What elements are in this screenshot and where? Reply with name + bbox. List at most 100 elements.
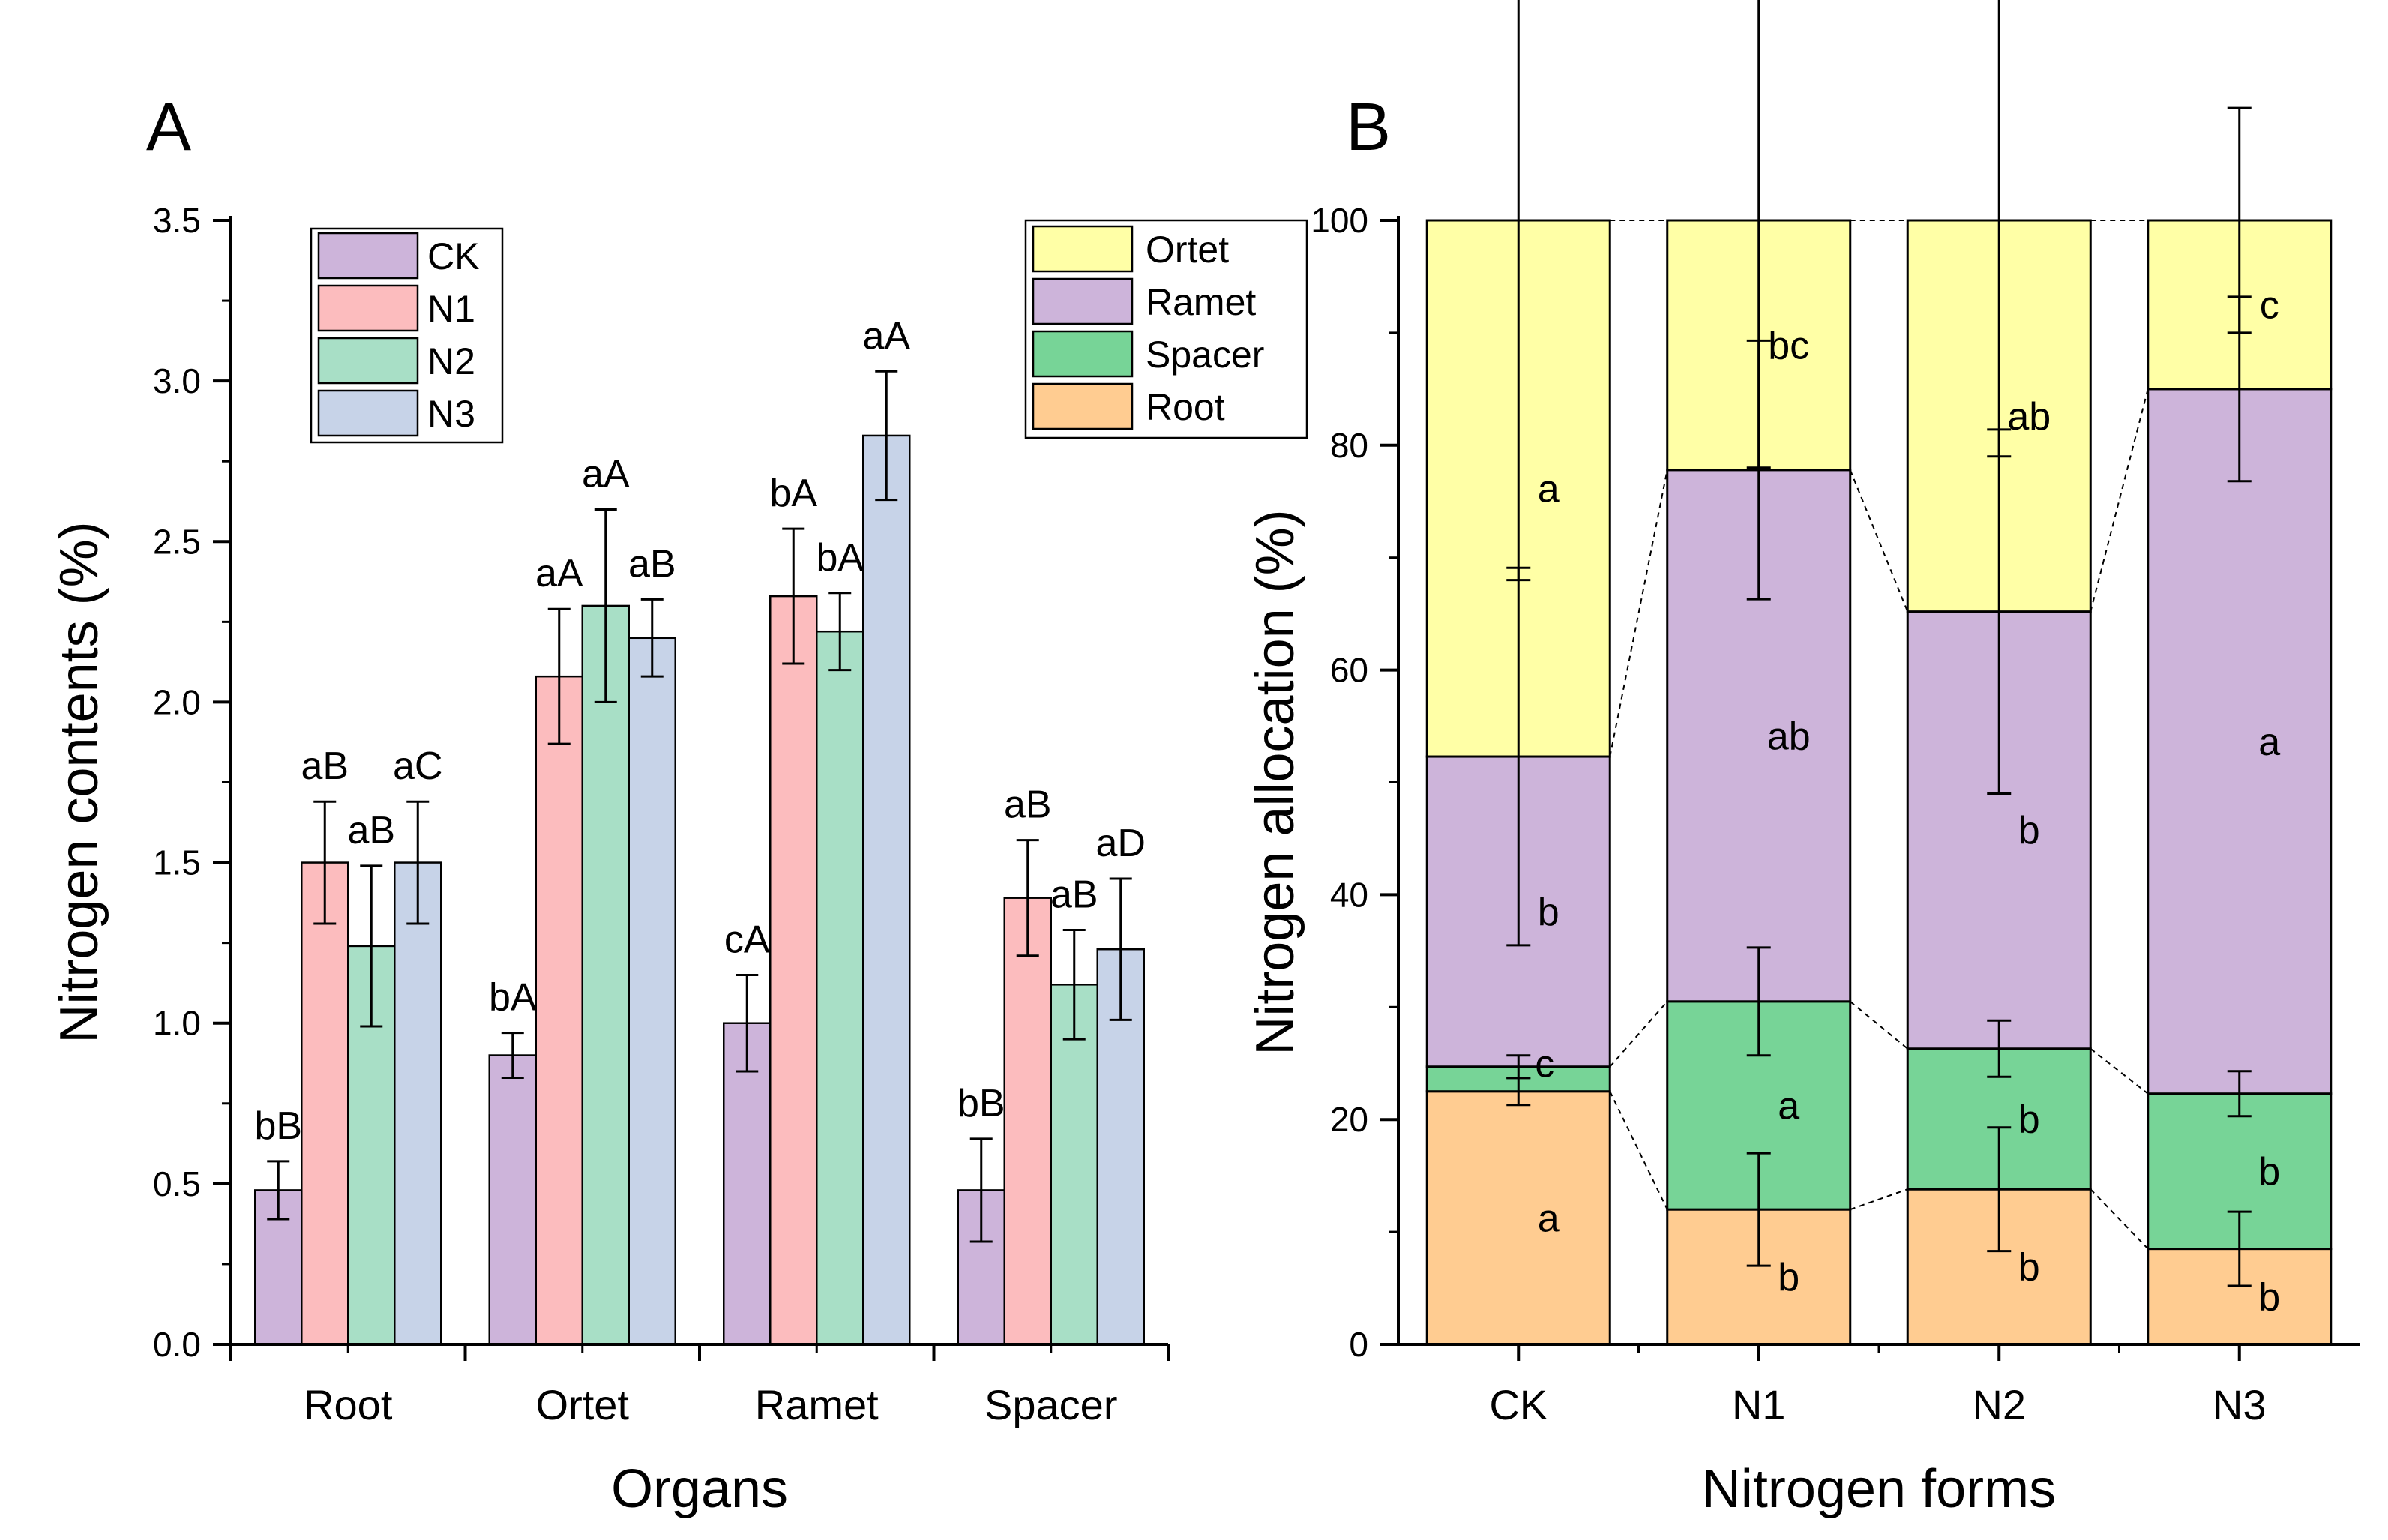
- y-tick-label: 40: [1330, 875, 1368, 914]
- x-tick-label: N2: [1972, 1381, 2026, 1428]
- segment-n3-ramet: [2147, 388, 2333, 1095]
- y-tick-label: 3.5: [153, 201, 201, 240]
- connector-line: [1609, 1001, 1668, 1068]
- y-tick-label: 2.5: [153, 522, 201, 561]
- significance-label: aD: [1096, 822, 1146, 865]
- x-tick-label: Spacer: [984, 1381, 1117, 1428]
- legend-label: N1: [427, 288, 475, 330]
- legend-swatch-n1: [317, 284, 419, 332]
- connector-line: [1850, 1188, 1908, 1211]
- bar-ortet-n2: [581, 604, 630, 1346]
- y-tick-label: 3.0: [153, 361, 201, 400]
- bar-root-n1: [301, 861, 349, 1346]
- significance-label: aA: [582, 452, 630, 496]
- significance-label: c: [1535, 1043, 1554, 1086]
- significance-label: c: [2260, 283, 2279, 327]
- bar-ramet-n3: [862, 434, 911, 1346]
- significance-label: aB: [1050, 873, 1098, 917]
- y-tick-label: 100: [1311, 201, 1368, 240]
- connector-line: [1609, 1091, 1668, 1210]
- connector-line: [1850, 1001, 1908, 1050]
- significance-label: aA: [862, 314, 910, 358]
- y-tick-label: 20: [1330, 1100, 1368, 1139]
- significance-label: cA: [724, 918, 770, 961]
- significance-label: bc: [1768, 324, 1809, 367]
- y-tick-label: 0.0: [153, 1325, 201, 1364]
- y-tick-label: 0.5: [153, 1164, 201, 1203]
- legend-label: Ortet: [1146, 229, 1229, 271]
- connector-line: [2090, 388, 2149, 612]
- x-tick-label: N1: [1732, 1381, 1786, 1428]
- y-tick-label: 2.0: [153, 682, 201, 721]
- x-tick-label: Root: [304, 1381, 393, 1428]
- legend-label: Spacer: [1146, 334, 1264, 376]
- connector-line: [1609, 469, 1668, 757]
- x-tick-label: N3: [2213, 1381, 2267, 1428]
- connector-line: [2090, 1047, 2149, 1095]
- panel-label: B: [1346, 90, 1391, 165]
- x-tick-label: Ramet: [755, 1381, 879, 1428]
- significance-label: bA: [769, 472, 817, 515]
- significance-label: b: [2018, 809, 2040, 852]
- significance-label: ab: [2007, 395, 2051, 439]
- significance-label: b: [1778, 1256, 1799, 1299]
- bar-ramet-n2: [816, 630, 864, 1346]
- significance-label: aB: [628, 542, 676, 586]
- bar-ortet-ck: [488, 1054, 537, 1346]
- significance-label: bB: [254, 1104, 302, 1148]
- legend-label: N2: [427, 340, 475, 382]
- significance-label: bA: [816, 536, 864, 580]
- connector-line: [1849, 469, 1909, 613]
- y-tick-label: 0: [1349, 1325, 1368, 1364]
- significance-label: b: [2018, 1098, 2040, 1141]
- x-tick-label: CK: [1489, 1381, 1548, 1428]
- significance-label: b: [2018, 1246, 2040, 1290]
- y-tick-label: 60: [1330, 651, 1368, 690]
- significance-label: aA: [535, 552, 583, 595]
- connector-line: [2090, 1188, 2149, 1250]
- bar-spacer-ck: [957, 1189, 1005, 1346]
- panel-a: AbB aB aB aC bA aA aA aB cA bA bA aA bB aB aB aD 0.0 0.5 1…: [49, 90, 1170, 1519]
- significance-label: aB: [1004, 783, 1052, 827]
- bar-spacer-n1: [1003, 897, 1052, 1346]
- significance-label: a: [1538, 1197, 1560, 1240]
- legend-swatch-root: [1032, 382, 1134, 430]
- y-tick-label: 80: [1330, 426, 1368, 465]
- legend-swatch-n3: [317, 389, 419, 437]
- y-tick-label: 1.5: [153, 843, 201, 882]
- legend-swatch-n2: [317, 337, 419, 385]
- bar-root-n3: [394, 861, 442, 1346]
- y-tick-label: 1.0: [153, 1004, 201, 1043]
- significance-label: b: [2258, 1275, 2280, 1319]
- y-axis-title: Nitrogen contents (%): [49, 521, 109, 1043]
- significance-label: b: [1538, 891, 1560, 934]
- significance-label: a: [1538, 468, 1560, 511]
- x-axis-title: Nitrogen forms: [1702, 1459, 2056, 1519]
- legend-label: Ramet: [1146, 281, 1256, 323]
- x-axis-title: Organs: [611, 1459, 788, 1519]
- x-tick-label: Ortet: [536, 1381, 630, 1428]
- significance-label: bB: [957, 1082, 1005, 1125]
- bar-ramet-n1: [769, 595, 818, 1346]
- legend-swatch-ck: [317, 232, 419, 280]
- legend-swatch-ramet: [1032, 277, 1134, 325]
- significance-label: aB: [301, 745, 349, 788]
- legend-label: N3: [427, 393, 475, 435]
- panel-label: A: [146, 90, 191, 165]
- bar-ortet-n1: [535, 675, 583, 1346]
- legend-swatch-ortet: [1032, 225, 1134, 273]
- bar-ortet-n3: [628, 637, 676, 1346]
- segment-ck-root: [1425, 1090, 1611, 1346]
- legend-swatch-spacer: [1032, 330, 1134, 378]
- legend-label: Root: [1146, 386, 1225, 428]
- significance-label: a: [2258, 721, 2280, 764]
- significance-label: a: [1778, 1084, 1799, 1128]
- significance-label: ab: [1767, 715, 1811, 758]
- significance-label: bA: [489, 976, 537, 1020]
- legend-label: CK: [427, 235, 479, 277]
- y-axis-title: Nitrogen allocation (%): [1245, 509, 1305, 1055]
- significance-label: aC: [393, 745, 442, 788]
- significance-label: aB: [347, 809, 395, 852]
